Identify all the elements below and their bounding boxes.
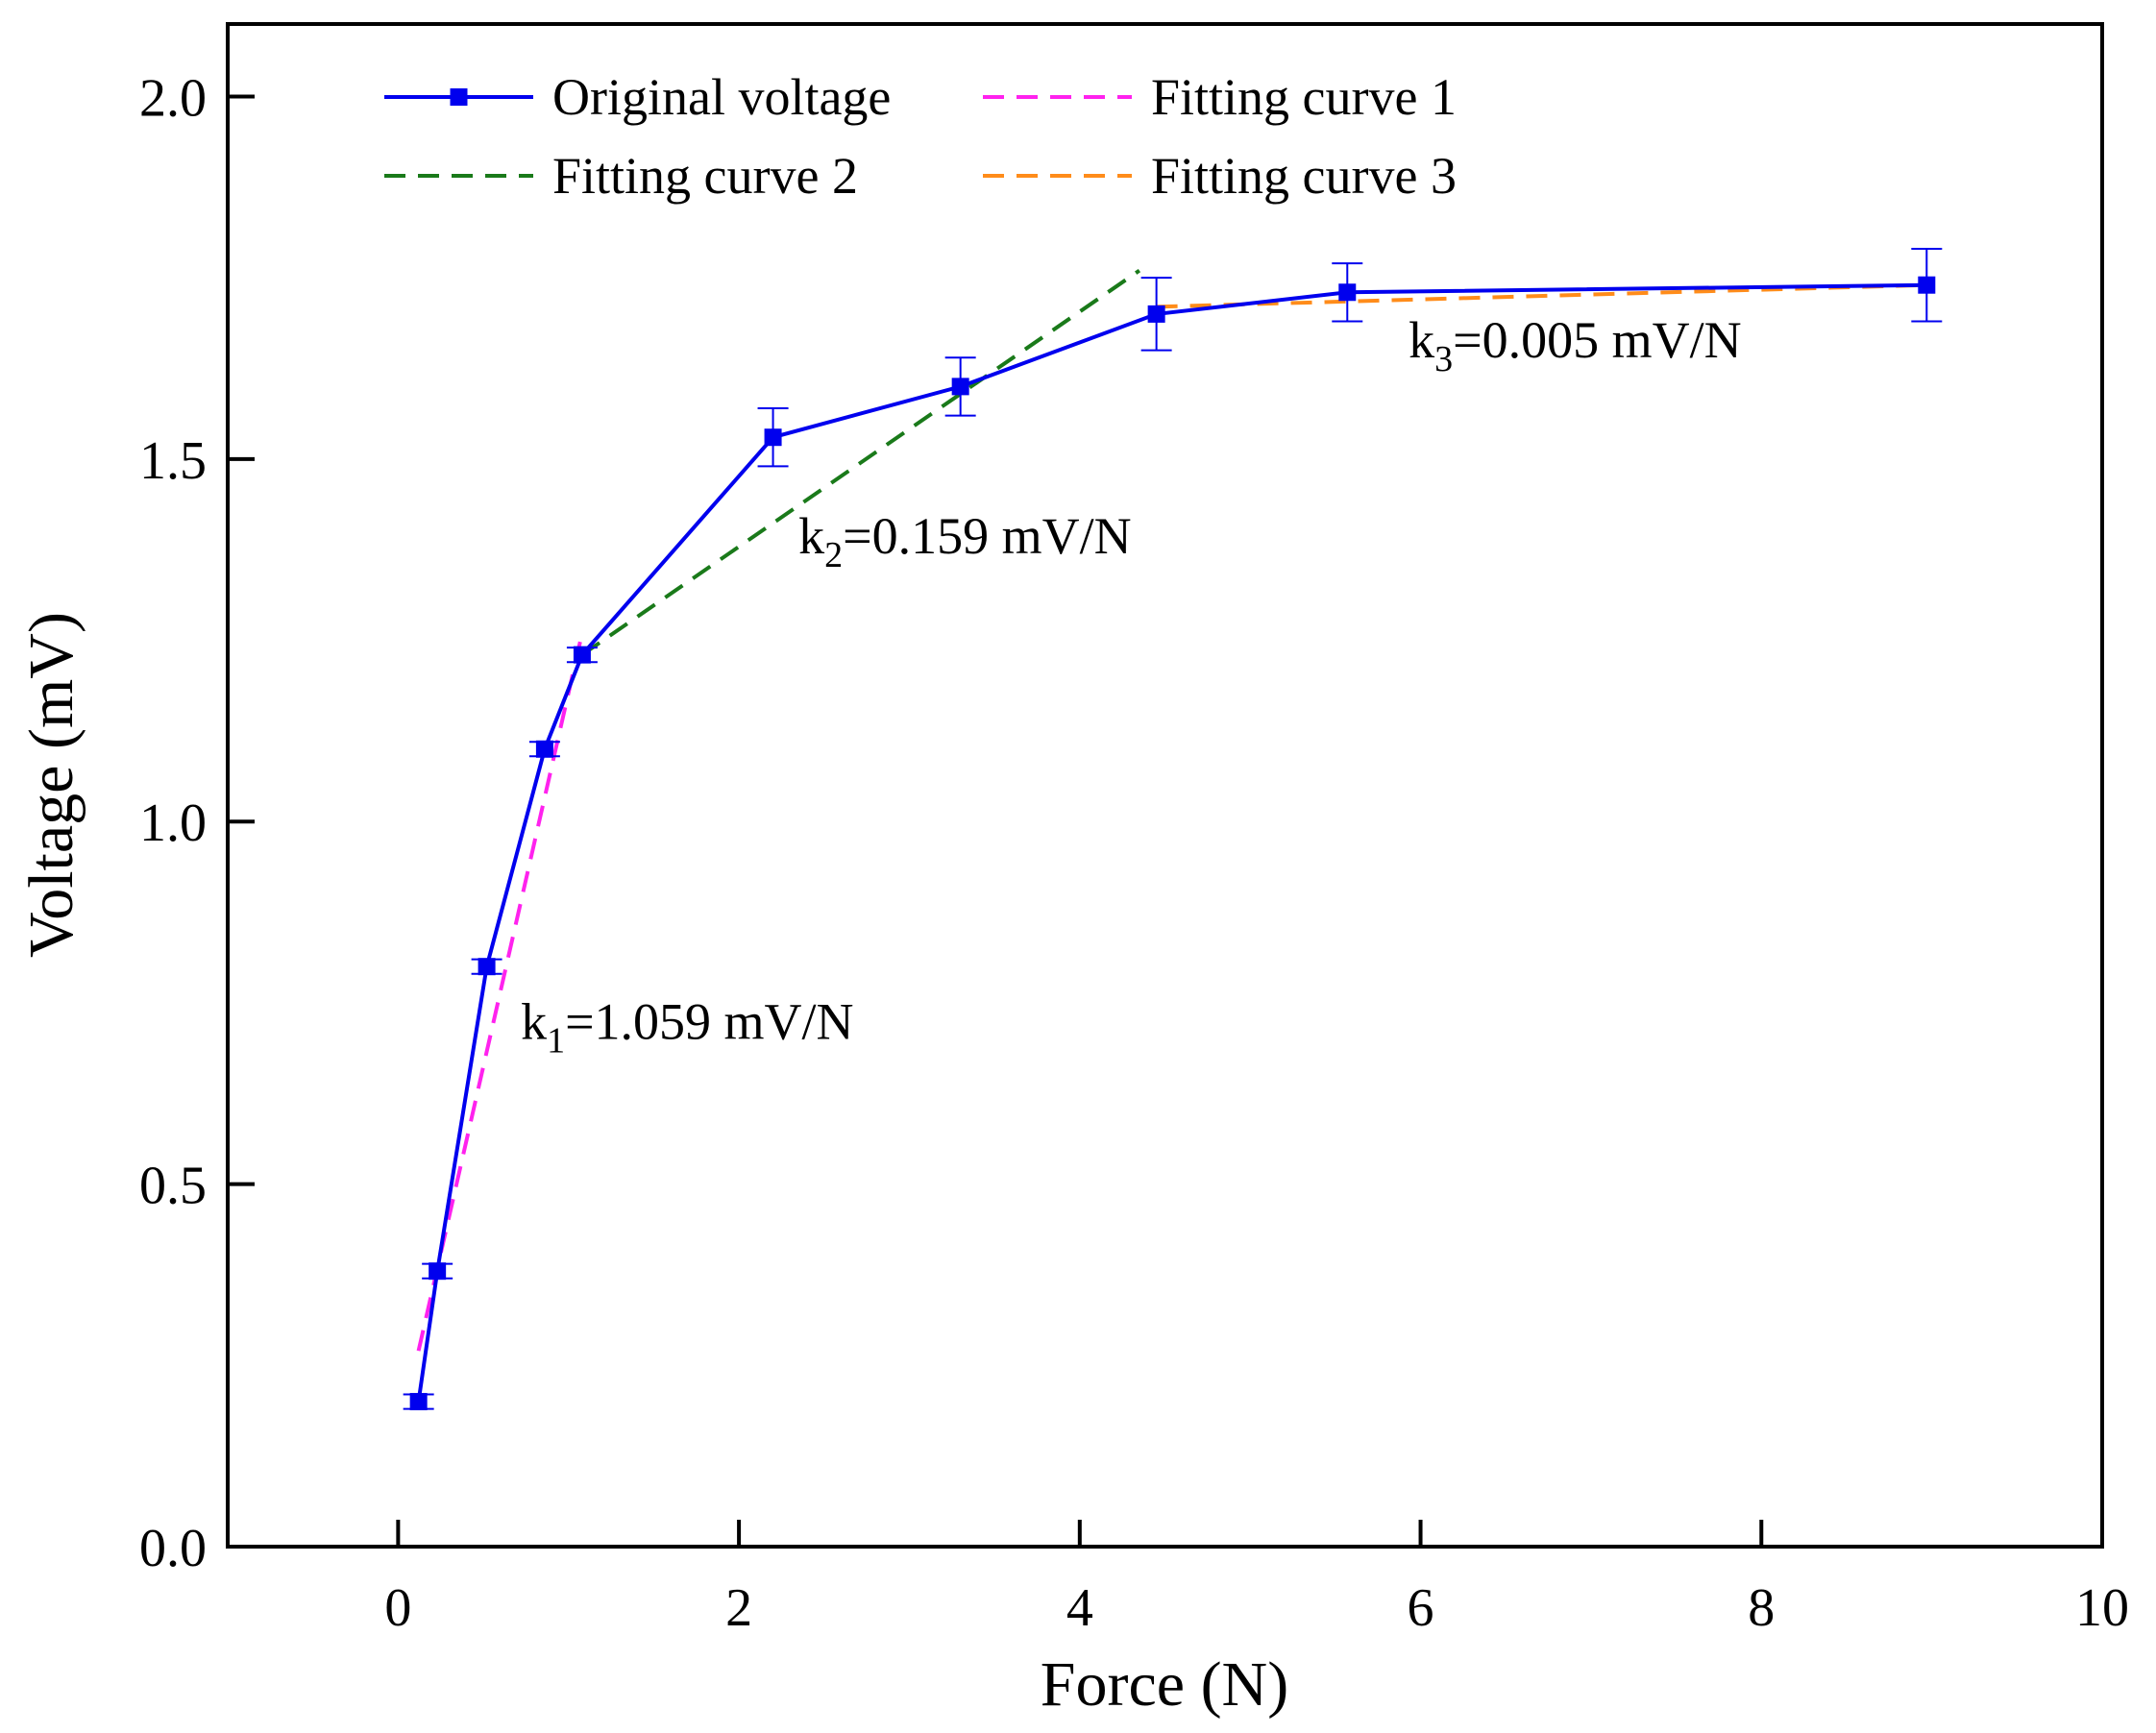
slope-annotation: k3=0.005 mV/N — [1409, 311, 1741, 379]
legend-label: Original voltage — [552, 68, 891, 126]
y-tick-label: 1.5 — [139, 431, 207, 491]
slope-symbol: k — [798, 507, 824, 565]
series-line-fitting-curve-3 — [1156, 282, 1927, 309]
legend-label: Fitting curve 2 — [552, 147, 858, 205]
legend-label: Fitting curve 3 — [1151, 147, 1457, 205]
slope-value: =1.059 mV/N — [565, 993, 853, 1051]
slope-annotation: k2=0.159 mV/N — [798, 507, 1131, 575]
data-point — [573, 646, 591, 664]
data-point — [1147, 305, 1165, 323]
data-point — [764, 428, 782, 447]
legend: Original voltage Fitting curve 1 Fitting c… — [384, 68, 1457, 205]
x-tick-label: 10 — [2075, 1578, 2129, 1638]
series-line-fitting-curve-2 — [580, 268, 1141, 657]
annotations: k1=1.059 mV/Nk2=0.159 mV/Nk3=0.005 mV/N — [521, 311, 1742, 1061]
x-tick-label: 8 — [1748, 1578, 1775, 1638]
x-tick-label: 6 — [1408, 1578, 1434, 1638]
y-tick-label: 0.0 — [139, 1519, 207, 1578]
y-tick-label: 2.0 — [139, 68, 207, 128]
data-point — [478, 958, 496, 976]
plot-frame — [226, 22, 2104, 1549]
y-tick-label: 0.5 — [139, 1157, 207, 1216]
legend-swatch-marker — [450, 88, 468, 106]
y-axis-title: Voltage (mV) — [16, 612, 86, 958]
plot-area — [403, 247, 1943, 1411]
slope-subscript: 1 — [547, 1021, 565, 1062]
slope-value: =0.005 mV/N — [1453, 311, 1741, 369]
slope-value: =0.159 mV/N — [843, 507, 1131, 565]
legend-label: Fitting curve 1 — [1151, 68, 1457, 126]
slope-annotation: k1=1.059 mV/N — [521, 993, 853, 1062]
data-point — [535, 740, 553, 758]
data-point — [409, 1393, 428, 1411]
x-tick-label: 4 — [1066, 1578, 1093, 1638]
series-line-original-voltage — [416, 282, 1927, 1403]
y-tick-label: 1.0 — [139, 793, 207, 853]
slope-symbol: k — [1409, 311, 1434, 369]
slope-subscript: 3 — [1434, 339, 1453, 379]
data-point — [429, 1262, 447, 1281]
x-tick-label: 2 — [725, 1578, 752, 1638]
axes: 0 2 4 6 8 10 0.0 0.5 1.0 1.5 2.0 — [139, 68, 2129, 1638]
x-axis-title: Force (N) — [1041, 1649, 1288, 1720]
data-point — [1918, 276, 1936, 294]
data-point — [1338, 283, 1357, 302]
x-tick-label: 0 — [384, 1578, 411, 1638]
slope-subscript: 2 — [824, 535, 843, 575]
slope-symbol: k — [521, 993, 547, 1051]
series-line-fitting-curve-1 — [416, 632, 584, 1352]
data-point — [951, 378, 969, 396]
